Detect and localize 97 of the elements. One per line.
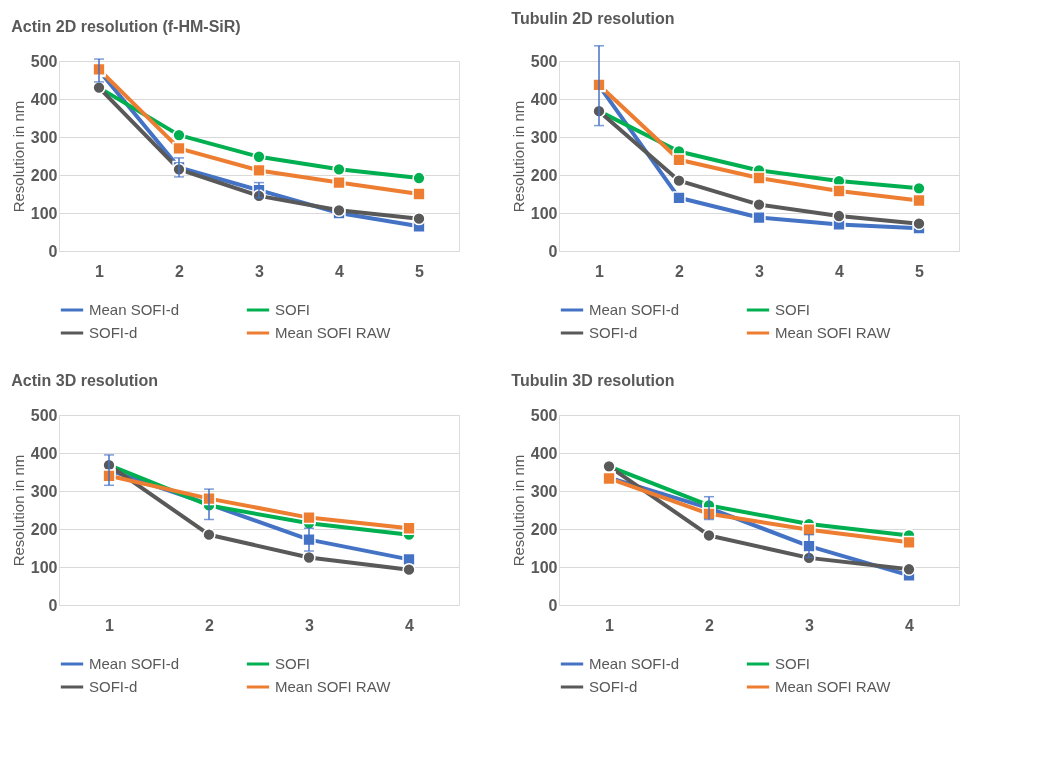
point — [672, 153, 686, 167]
x-tick-label: 3 — [255, 262, 265, 280]
x-tick-label: 1 — [95, 262, 105, 280]
legend-label: Mean SOFI RAW — [275, 678, 392, 695]
x-tick-label: 5 — [915, 262, 925, 280]
x-tick-label: 4 — [835, 262, 845, 280]
legend-label: Mean SOFI-d — [89, 301, 180, 318]
legend-label: SOFI-d — [589, 678, 638, 695]
point — [912, 216, 926, 231]
point — [832, 184, 846, 198]
point — [702, 528, 716, 543]
y-tick-label: 500 — [530, 406, 558, 424]
x-tick-label: 1 — [605, 616, 615, 634]
y-tick-label: 0 — [48, 242, 58, 260]
legend-label: Mean SOFI RAW — [775, 678, 892, 695]
legend-label: Mean SOFI-d — [89, 655, 180, 672]
point — [752, 197, 766, 212]
x-tick-label: 3 — [805, 616, 815, 634]
legend-label: Mean SOFI-d — [589, 655, 680, 672]
point — [302, 550, 316, 565]
point — [402, 521, 416, 535]
y-tick-label: 200 — [530, 166, 558, 184]
y-tick-label: 200 — [30, 166, 58, 184]
point — [172, 128, 186, 142]
y-tick-label: 100 — [30, 558, 58, 576]
point — [902, 535, 916, 549]
y-axis-title: Resolution in nm — [9, 454, 27, 567]
y-tick-label: 200 — [530, 520, 558, 538]
legend-label: SOFI — [775, 301, 811, 318]
point — [832, 209, 846, 223]
point — [752, 210, 766, 225]
y-axis-title: Resolution in nm — [509, 454, 527, 567]
point — [802, 539, 816, 553]
point — [332, 162, 346, 176]
legend-label: Mean SOFI RAW — [775, 324, 892, 341]
legend-label: Mean SOFI-d — [589, 301, 680, 318]
point — [252, 150, 266, 164]
x-tick-label: 1 — [105, 616, 115, 634]
y-tick-label: 0 — [48, 596, 58, 614]
chart-title: Actin 2D resolution (f-HM-SiR) — [11, 18, 241, 35]
y-tick-label: 0 — [548, 596, 558, 614]
legend-label: SOFI — [275, 301, 311, 318]
y-tick-label: 500 — [30, 52, 58, 70]
chart-title: Tubulin 3D resolution — [511, 372, 675, 389]
legend-label: Mean SOFI RAW — [275, 324, 392, 341]
point — [902, 562, 916, 576]
y-tick-label: 100 — [30, 204, 58, 222]
y-tick-label: 500 — [530, 52, 558, 70]
chart-title: Tubulin 2D resolution — [511, 10, 675, 28]
point — [912, 181, 926, 195]
point — [302, 510, 316, 525]
point — [412, 171, 426, 185]
point — [802, 523, 816, 537]
y-tick-label: 0 — [548, 242, 558, 260]
legend-label: SOFI-d — [89, 324, 138, 341]
y-tick-label: 300 — [530, 482, 558, 500]
point — [912, 193, 926, 208]
y-axis-title: Resolution in nm — [509, 100, 527, 213]
x-tick-label: 2 — [705, 616, 715, 634]
point — [412, 187, 426, 201]
point — [202, 528, 216, 542]
y-tick-label: 400 — [530, 444, 558, 462]
legend-label: SOFI-d — [589, 324, 638, 341]
y-tick-label: 200 — [30, 520, 58, 538]
x-tick-label: 3 — [305, 616, 315, 634]
point — [672, 174, 686, 188]
legend-label: SOFI-d — [89, 678, 138, 695]
y-tick-label: 100 — [530, 204, 558, 222]
y-axis-title: Resolution in nm — [9, 100, 27, 213]
y-tick-label: 300 — [30, 482, 58, 500]
point — [752, 171, 766, 185]
y-tick-label: 400 — [530, 90, 558, 108]
y-tick-label: 300 — [30, 128, 58, 146]
y-tick-label: 100 — [530, 558, 558, 576]
point — [402, 552, 416, 567]
point — [252, 163, 266, 178]
point — [672, 191, 686, 205]
point — [172, 141, 186, 156]
point — [402, 563, 416, 577]
x-tick-label: 3 — [755, 262, 765, 280]
x-tick-label: 5 — [415, 262, 425, 280]
y-tick-label: 400 — [30, 444, 58, 462]
x-tick-label: 2 — [175, 262, 185, 280]
y-tick-label: 500 — [30, 406, 58, 424]
x-tick-label: 4 — [905, 616, 915, 634]
x-tick-label: 2 — [675, 262, 685, 280]
chart-title: Actin 3D resolution — [11, 372, 158, 389]
point — [332, 175, 346, 190]
legend-label: SOFI — [275, 655, 311, 672]
y-tick-label: 300 — [530, 128, 558, 146]
y-tick-label: 400 — [30, 90, 58, 108]
x-tick-label: 1 — [595, 262, 605, 280]
legend-label: SOFI — [775, 655, 811, 672]
point — [412, 212, 426, 226]
x-tick-label: 4 — [335, 262, 345, 280]
x-tick-label: 4 — [405, 616, 415, 634]
x-tick-label: 2 — [205, 616, 215, 634]
